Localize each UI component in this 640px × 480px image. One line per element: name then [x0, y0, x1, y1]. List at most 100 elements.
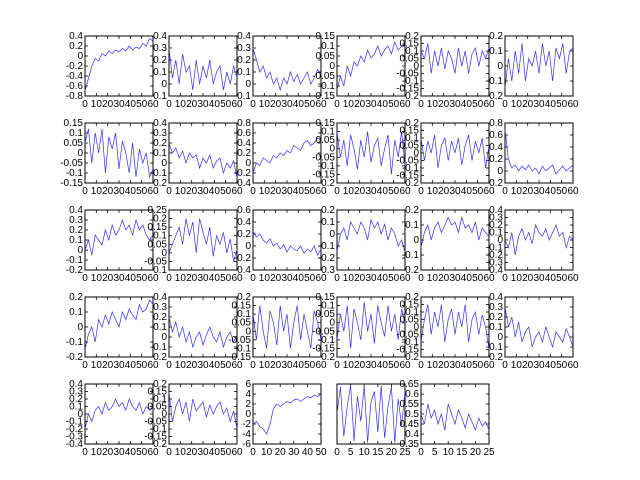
x-tick-label: 50 [220, 273, 232, 284]
x-tick-label: 30 [449, 273, 461, 284]
x-tick-label: 10 [511, 360, 523, 371]
subplot-19: 0.20.10-0.1-0.20 10 20 30 40 50 60 [66, 292, 159, 371]
y-tick-label: -0.15 [396, 84, 419, 95]
x-tick-label: 10 [259, 99, 271, 110]
plot-frame [84, 383, 154, 445]
y-tick-label: -0.2 [318, 178, 336, 189]
y-tick-label: 0 [161, 158, 167, 169]
x-tick-label: 50 [556, 360, 568, 371]
x-tick-label: 30 [365, 273, 377, 284]
x-tick-label: 20 [186, 447, 198, 458]
y-tick-label: -0.3 [318, 265, 336, 276]
y-tick-label: 0.4 [153, 292, 167, 303]
y-tick-label: -0.2 [402, 91, 420, 102]
x-tick-label: 50 [472, 360, 484, 371]
y-tick-label: 0.3 [489, 302, 503, 313]
y-tick-label: -0.05 [396, 156, 419, 167]
y-tick-label: -0.4 [66, 439, 84, 450]
y-tick-label: 0 [329, 144, 335, 155]
y-tick-label: 0.15 [232, 301, 252, 312]
y-tick-label: -0.3 [66, 432, 84, 443]
subplot-15: 0.60.40.20-0.2-0.40 10 20 30 40 50 60 [234, 205, 327, 284]
y-tick-label: -0.2 [402, 178, 420, 189]
y-tick-label: 0.2 [321, 205, 335, 216]
x-tick-label: 40 [545, 360, 557, 371]
y-tick-label: -0.1 [150, 342, 168, 353]
y-tick-label: 0.1 [489, 46, 503, 57]
subplot-6: 0.20.10-0.1-0.20 10 20 30 40 50 60 [486, 31, 579, 110]
y-tick-label: -0.1 [318, 81, 336, 92]
x-tick-label: 20 [522, 186, 534, 197]
x-tick-label: 0 [166, 186, 172, 197]
x-tick-label: 50 [388, 273, 400, 284]
y-tick-label: -0.2 [66, 352, 84, 363]
y-tick-label: -0.4 [234, 178, 252, 189]
x-tick-label: 50 [556, 273, 568, 284]
y-tick-label: 0.4 [237, 217, 251, 228]
y-tick-label: 0 [161, 79, 167, 90]
x-tick-label: 50 [556, 186, 568, 197]
x-tick-label: 60 [483, 186, 495, 197]
subplot-2: 0.40.30.20.10-0.10 10 20 30 40 50 60 [150, 31, 243, 110]
x-tick-label: 60 [483, 273, 495, 284]
y-tick-label: 0 [497, 166, 503, 177]
y-tick-label: 0 [161, 248, 167, 259]
x-tick-label: 60 [399, 186, 411, 197]
x-tick-label: 10 [175, 273, 187, 284]
y-tick-label: 0.5 [405, 409, 419, 420]
x-tick-label: 30 [113, 447, 125, 458]
x-tick-label: 50 [136, 186, 148, 197]
x-tick-label: 60 [231, 99, 243, 110]
y-tick-label: 0 [329, 318, 335, 329]
y-tick-label: -0.1 [318, 161, 336, 172]
y-tick-label: 0.2 [489, 220, 503, 231]
series-line [168, 316, 238, 349]
x-tick-label: 40 [545, 273, 557, 284]
x-tick-label: 0 [502, 360, 508, 371]
x-tick-label: 20 [270, 99, 282, 110]
plot-frame [168, 122, 238, 184]
y-tick-label: 0.05 [316, 309, 336, 320]
plot-frame [504, 296, 574, 358]
x-tick-label: 60 [399, 273, 411, 284]
y-tick-label: -0.4 [66, 71, 84, 82]
y-tick-label: 0.3 [153, 128, 167, 139]
y-tick-label: 0.6 [237, 205, 251, 216]
y-tick-label: 0.3 [69, 215, 83, 226]
x-tick-label: 30 [365, 360, 377, 371]
x-tick-label: 60 [483, 99, 495, 110]
y-tick-label: -0.2 [234, 253, 252, 264]
x-tick-label: 30 [113, 273, 125, 284]
x-tick-label: 60 [567, 360, 579, 371]
x-tick-label: 30 [365, 186, 377, 197]
plot-frame [252, 209, 322, 271]
x-tick-label: 30 [449, 99, 461, 110]
y-tick-label: 0 [497, 332, 503, 343]
y-tick-label: 0.2 [237, 55, 251, 66]
series-line [84, 398, 154, 430]
x-tick-label: 50 [472, 99, 484, 110]
y-tick-label: -0.2 [66, 424, 84, 435]
x-tick-label: 20 [438, 186, 450, 197]
x-tick-label: 20 [354, 360, 366, 371]
x-tick-label: 10 [259, 273, 271, 284]
y-tick-label: 0.15 [316, 292, 336, 303]
x-tick-label: 60 [483, 360, 495, 371]
y-tick-label: -2 [242, 419, 251, 430]
plot-frame [252, 383, 322, 445]
y-tick-label: 0.05 [400, 141, 420, 152]
x-tick-label: 60 [231, 447, 243, 458]
plot-frame [84, 35, 154, 97]
x-tick-label: 0 [418, 186, 424, 197]
y-tick-label: 0.1 [153, 394, 167, 405]
y-tick-label: 0.1 [69, 402, 83, 413]
x-tick-label: 10 [91, 273, 103, 284]
y-tick-label: 0.6 [405, 389, 419, 400]
x-tick-label: 10 [511, 99, 523, 110]
x-tick-label: 10 [343, 273, 355, 284]
x-tick-label: 60 [567, 99, 579, 110]
y-tick-label: 0.2 [489, 31, 503, 42]
x-tick-label: 60 [147, 360, 159, 371]
x-tick-label: 50 [220, 360, 232, 371]
